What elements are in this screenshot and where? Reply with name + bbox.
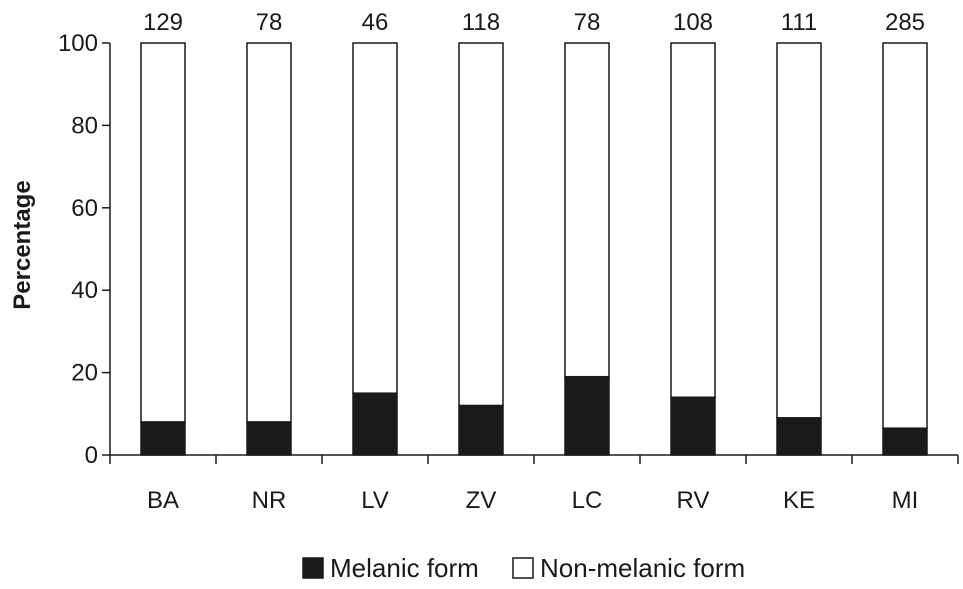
y-axis-label: Percentage: [9, 180, 36, 309]
bar-non-melanic-mi: [882, 42, 928, 429]
y-tick-label: 60: [71, 195, 98, 222]
legend-swatch-non-melanic: [512, 557, 534, 579]
sample-size-label-zv: 118: [462, 9, 500, 36]
sample-size-label-ba: 129: [143, 9, 183, 36]
bar-melanic-lc: [564, 375, 610, 456]
bar-non-melanic-rv: [670, 42, 716, 399]
axes: 0 20 40 60 80 100: [58, 30, 959, 469]
legend: Melanic form Non-melanic form: [302, 553, 745, 583]
x-tick-label-ke: KE: [783, 487, 815, 514]
y-axis-title-group: Percentage: [9, 180, 36, 309]
bar-melanic-ke: [776, 417, 822, 456]
sample-size-label-lv: 46: [362, 9, 389, 36]
y-tick-label: 40: [71, 277, 98, 304]
bar-melanic-lv: [352, 392, 398, 456]
sample-size-label-lc: 78: [574, 9, 601, 36]
sample-size-label-nr: 78: [256, 9, 283, 36]
y-tick-label: 0: [85, 442, 98, 469]
bar-non-melanic-lv: [352, 42, 398, 394]
bar-non-melanic-zv: [458, 42, 504, 407]
legend-label-melanic: Melanic form: [330, 553, 479, 583]
bar-melanic-ba: [140, 421, 186, 456]
x-tick-label-ba: BA: [147, 487, 179, 514]
x-tick-label-zv: ZV: [466, 487, 497, 514]
sample-size-label-ke: 111: [781, 9, 817, 36]
bar-non-melanic-lc: [564, 42, 610, 378]
x-tick-label-nr: NR: [252, 487, 287, 514]
labels: BA 129 NR 78 LV 46 ZV 118 LC 78 RV 108 KE 111 MI 285: [143, 9, 925, 514]
bar-melanic-mi: [882, 427, 928, 456]
bar-non-melanic-ke: [776, 42, 822, 419]
legend-label-non-melanic: Non-melanic form: [540, 553, 745, 583]
x-tick-label-lv: LV: [361, 487, 389, 514]
bar-melanic-nr: [246, 421, 292, 456]
legend-swatch-melanic: [302, 557, 324, 579]
x-tick-label-rv: RV: [677, 487, 710, 514]
bars: [140, 42, 928, 456]
bar-non-melanic-ba: [140, 42, 186, 423]
bar-melanic-zv: [458, 404, 504, 456]
bar-non-melanic-nr: [246, 42, 292, 423]
x-tick-label-mi: MI: [892, 487, 919, 514]
sample-size-label-rv: 108: [673, 9, 713, 36]
sample-size-label-mi: 285: [885, 9, 925, 36]
bar-melanic-rv: [670, 396, 716, 456]
y-tick-label: 20: [71, 360, 98, 387]
y-tick-label: 100: [58, 30, 98, 57]
x-tick-label-lc: LC: [572, 487, 603, 514]
y-tick-label: 80: [71, 112, 98, 139]
